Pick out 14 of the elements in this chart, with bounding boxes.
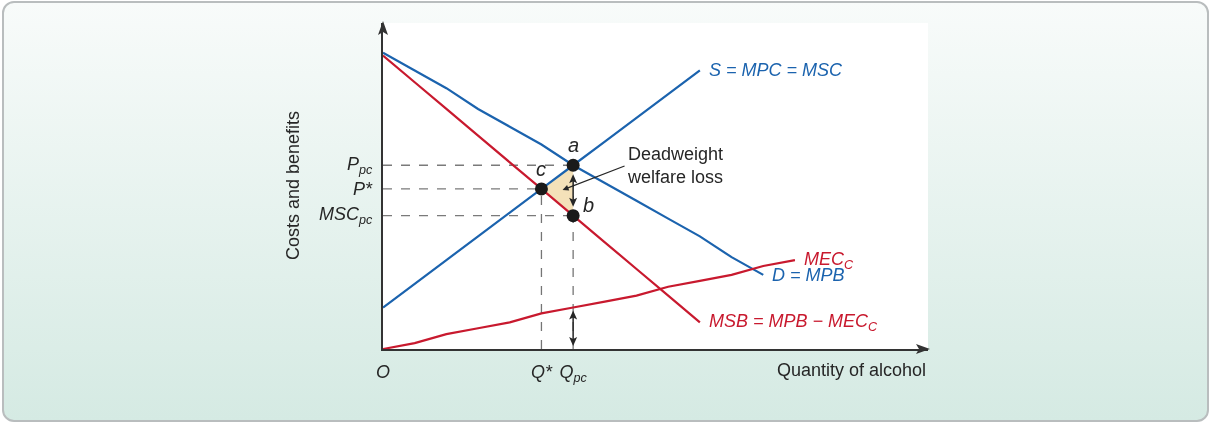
annotation: Deadweight welfare loss [627, 144, 724, 188]
annotation: c [536, 158, 546, 180]
x-axis-title: Quantity of alcohol [777, 360, 927, 380]
ref-line-label: MSC$_{pc}$ [319, 204, 373, 227]
x-tick-label: O [375, 362, 391, 383]
ref-line-label: P$_{pc}$ [347, 154, 374, 177]
x-tick-label: Q* [530, 362, 553, 383]
annotation: a [568, 134, 580, 156]
y-axis-title: Costs and benefits [283, 110, 303, 260]
series-label: S = MPC = MSC [709, 60, 844, 80]
ref-line-label: P* [353, 179, 374, 199]
x-tick-label: Q$_{pc}$ [559, 362, 588, 385]
annotation: b [583, 194, 595, 216]
series-label: MSB = MPB − MEC$_{C}$ [709, 311, 879, 334]
